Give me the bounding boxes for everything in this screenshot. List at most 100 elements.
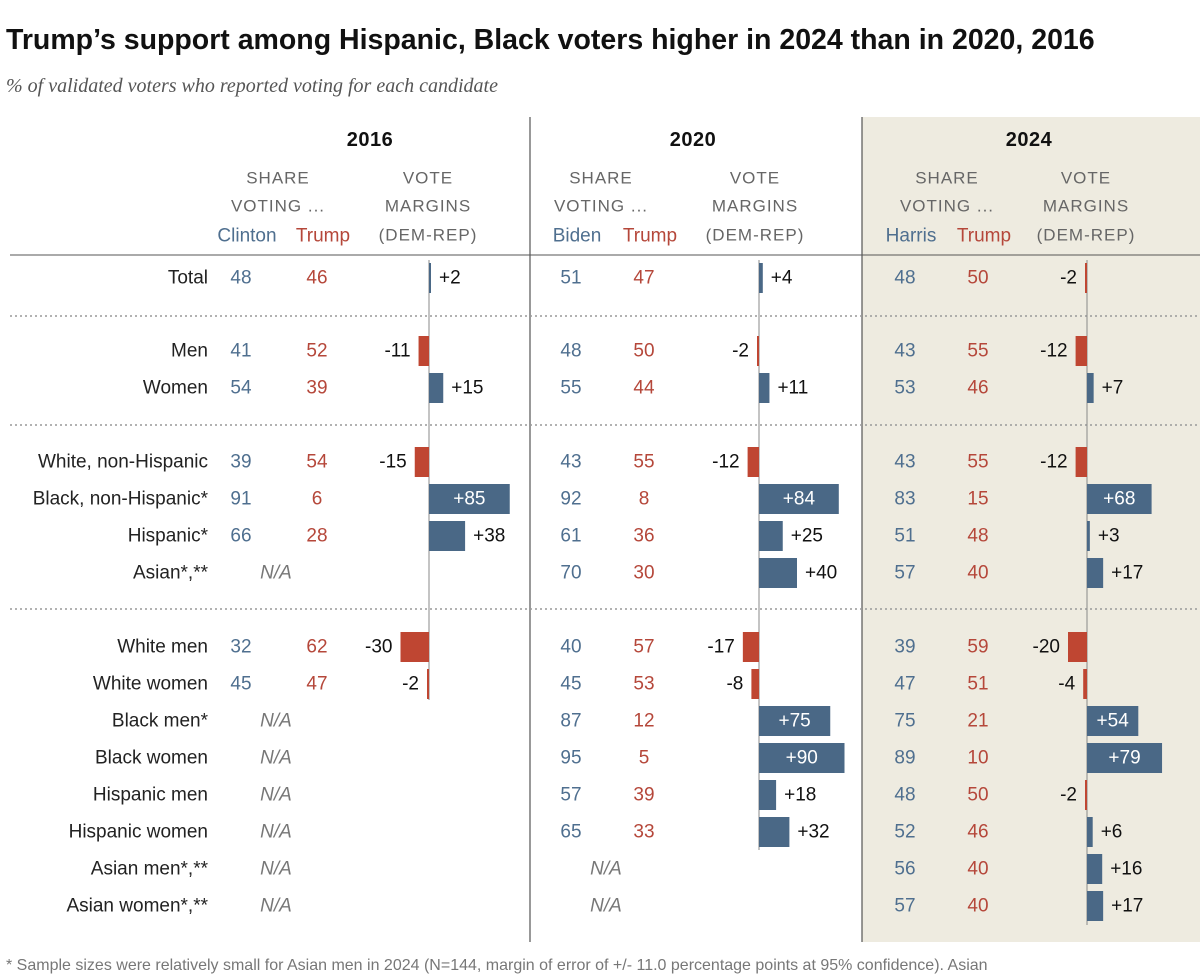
dem-share-value: 83 bbox=[894, 489, 915, 510]
margin-value: -2 bbox=[1060, 268, 1077, 289]
candidate-rep-2024: Trump bbox=[957, 226, 1011, 247]
na-label: N/A bbox=[260, 563, 292, 584]
margin-value: -17 bbox=[707, 637, 734, 658]
dem-share-value: 61 bbox=[560, 526, 581, 547]
dem-share-value: 43 bbox=[894, 452, 915, 473]
rep-share-value: 10 bbox=[967, 748, 988, 769]
margin-header: VOTE bbox=[403, 169, 453, 188]
share-header: SHARE bbox=[246, 169, 310, 188]
rep-share-value: 40 bbox=[967, 859, 988, 880]
dem-share-value: 45 bbox=[560, 674, 581, 695]
rep-share-value: 52 bbox=[306, 341, 327, 362]
dem-share-value: 51 bbox=[560, 268, 581, 289]
row-label: Asian*,** bbox=[133, 563, 209, 584]
margin-value: -30 bbox=[365, 637, 392, 658]
margin-value: +6 bbox=[1101, 822, 1123, 843]
margin-value: +75 bbox=[779, 711, 811, 732]
row-label: Total bbox=[168, 268, 208, 289]
dem-share-value: 54 bbox=[230, 378, 252, 399]
dem-share-value: 57 bbox=[894, 896, 915, 917]
dem-share-value: 89 bbox=[894, 748, 915, 769]
na-label: N/A bbox=[590, 896, 622, 917]
dem-share-value: 48 bbox=[560, 341, 581, 362]
margin-value: -2 bbox=[1060, 785, 1077, 806]
share-header: VOTING ... bbox=[900, 197, 994, 216]
margin-value: -4 bbox=[1058, 674, 1075, 695]
rep-share-value: 36 bbox=[633, 526, 654, 547]
rep-share-value: 8 bbox=[639, 489, 650, 510]
rep-share-value: 55 bbox=[633, 452, 654, 473]
margin-value: +84 bbox=[783, 489, 816, 510]
dem-share-value: 48 bbox=[894, 268, 915, 289]
margin-bar-dem bbox=[1087, 706, 1139, 736]
margin-bar-dem bbox=[1087, 743, 1163, 773]
margin-bar-rep bbox=[1068, 632, 1087, 662]
rep-share-value: 15 bbox=[967, 489, 988, 510]
dem-share-value: 95 bbox=[560, 748, 581, 769]
margin-value: +79 bbox=[1108, 748, 1140, 769]
margin-header: MARGINS bbox=[1043, 197, 1129, 216]
dem-share-value: 92 bbox=[560, 489, 581, 510]
margin-header: VOTE bbox=[730, 169, 780, 188]
margin-bar-rep bbox=[414, 447, 429, 477]
rep-share-value: 50 bbox=[967, 268, 988, 289]
row-label: White, non-Hispanic bbox=[38, 452, 208, 473]
dem-share-value: 56 bbox=[894, 859, 915, 880]
rep-share-value: 51 bbox=[967, 674, 988, 695]
margin-bar-dem bbox=[1087, 484, 1152, 514]
margin-bar-dem bbox=[1087, 817, 1093, 847]
candidate-dem-2016: Clinton bbox=[217, 226, 276, 247]
dem-share-value: 52 bbox=[894, 822, 915, 843]
margin-bar-rep bbox=[400, 632, 429, 662]
margin-bar-rep bbox=[1075, 447, 1087, 477]
row-label: Black men* bbox=[112, 711, 209, 732]
year-header-2024: 2024 bbox=[1006, 129, 1053, 151]
share-header: VOTING ... bbox=[554, 197, 648, 216]
margin-value: +17 bbox=[1111, 563, 1143, 584]
rep-share-value: 54 bbox=[306, 452, 328, 473]
dem-share-value: 47 bbox=[894, 674, 915, 695]
rep-share-value: 30 bbox=[633, 563, 654, 584]
share-header: SHARE bbox=[569, 169, 633, 188]
rep-share-value: 40 bbox=[967, 896, 988, 917]
dem-share-value: 48 bbox=[894, 785, 915, 806]
dem-share-value: 66 bbox=[230, 526, 251, 547]
margin-value: +90 bbox=[786, 748, 818, 769]
margin-value: +7 bbox=[1102, 378, 1124, 399]
rep-share-value: 39 bbox=[633, 785, 654, 806]
margin-bar-rep bbox=[751, 669, 759, 699]
rep-share-value: 62 bbox=[306, 637, 327, 658]
margin-bar-rep bbox=[418, 336, 429, 366]
margin-bar-rep bbox=[757, 336, 759, 366]
na-label: N/A bbox=[260, 711, 292, 732]
dem-share-value: 48 bbox=[230, 268, 251, 289]
dem-share-value: 41 bbox=[230, 341, 251, 362]
margin-bar-dem bbox=[1087, 373, 1094, 403]
margin-bar-dem bbox=[759, 817, 790, 847]
dem-share-value: 65 bbox=[560, 822, 581, 843]
margin-bar-dem bbox=[429, 373, 444, 403]
margin-bar-dem bbox=[759, 558, 797, 588]
margin-bar-dem bbox=[759, 484, 839, 514]
margin-value: +15 bbox=[451, 378, 483, 399]
rep-share-value: 47 bbox=[306, 674, 327, 695]
margin-value: -8 bbox=[726, 674, 743, 695]
candidate-rep-2016: Trump bbox=[296, 226, 350, 247]
margin-bar-dem bbox=[759, 780, 777, 810]
margin-value: -12 bbox=[1040, 452, 1067, 473]
na-label: N/A bbox=[590, 859, 622, 880]
rep-share-value: 50 bbox=[967, 785, 988, 806]
margin-bar-rep bbox=[427, 669, 429, 699]
rep-share-value: 50 bbox=[633, 341, 654, 362]
margin-bar-dem bbox=[759, 521, 783, 551]
margin-bar-dem bbox=[429, 484, 510, 514]
rep-share-value: 55 bbox=[967, 452, 988, 473]
row-label: Hispanic* bbox=[128, 526, 209, 547]
row-label: Asian women*,** bbox=[66, 896, 208, 917]
rep-share-value: 48 bbox=[967, 526, 988, 547]
margin-bar-rep bbox=[1085, 780, 1087, 810]
rep-share-value: 6 bbox=[312, 489, 323, 510]
rep-share-value: 21 bbox=[967, 711, 988, 732]
row-label: Women bbox=[143, 378, 208, 399]
margin-value: -2 bbox=[402, 674, 419, 695]
